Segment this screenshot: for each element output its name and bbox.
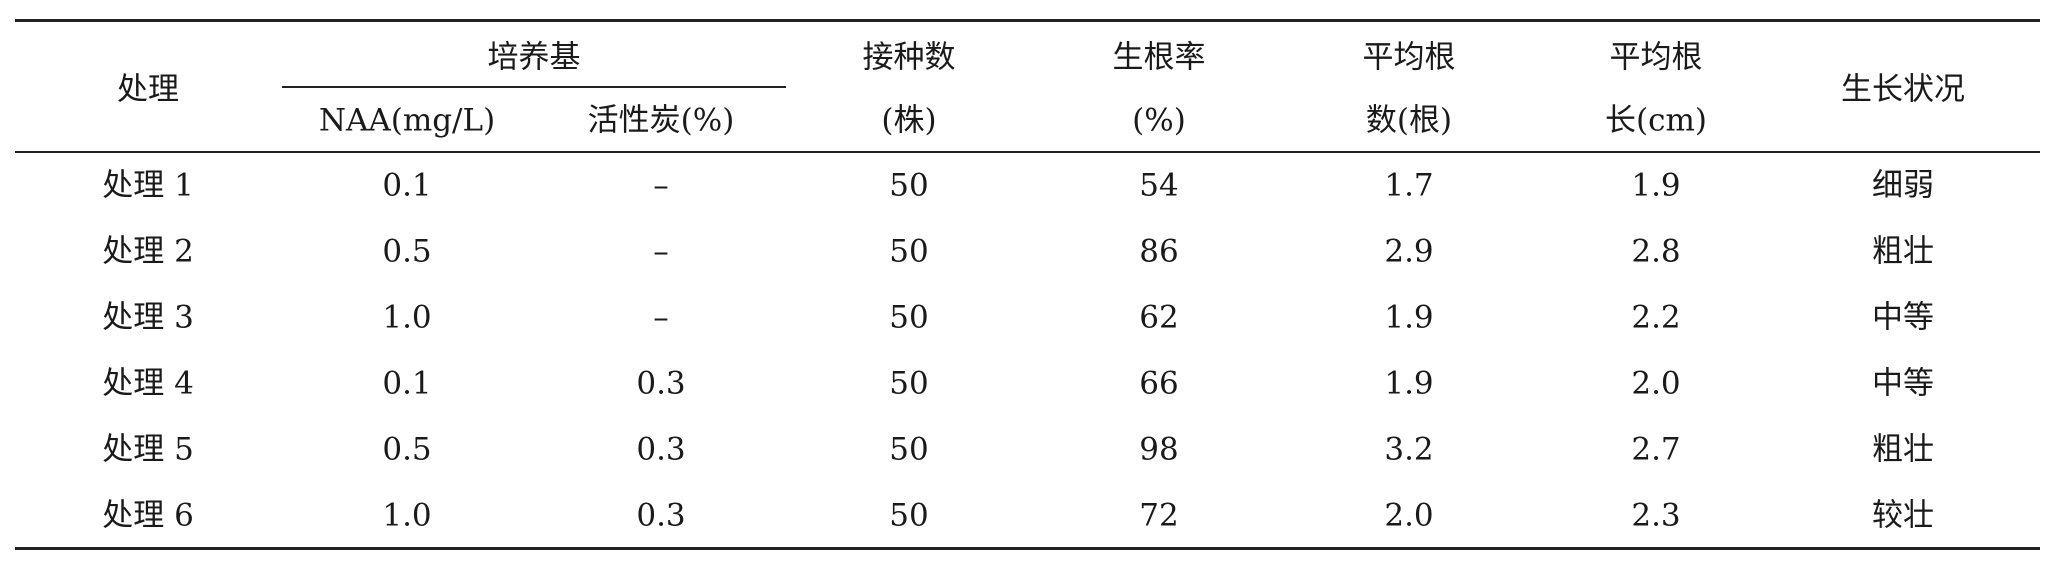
header-root-length-1: 平均根 (1609, 39, 1703, 76)
header-naa: NAA(mg/L) (318, 102, 496, 139)
cell-treatment: 处理 2 (102, 233, 194, 270)
cell-treatment: 处理 5 (102, 431, 194, 468)
cell-charcoal: – (653, 167, 669, 204)
cell-root-length: 1.9 (1631, 167, 1681, 204)
cell-root-length: 2.0 (1631, 365, 1681, 402)
cell-growth: 细弱 (1872, 167, 1934, 204)
cell-root-length: 2.7 (1631, 431, 1681, 468)
header-medium-group: 培养基 (487, 39, 581, 76)
cell-root-number: 1.9 (1384, 299, 1434, 336)
cell-rooting-rate: 54 (1139, 167, 1179, 204)
header-root-number-1: 平均根 (1362, 39, 1456, 76)
cell-rooting-rate: 86 (1139, 233, 1179, 270)
cell-root-number: 3.2 (1384, 431, 1434, 468)
cell-charcoal: – (653, 233, 669, 270)
header-root-length-2: 长(cm) (1605, 102, 1707, 139)
cell-root-length: 2.3 (1631, 497, 1681, 534)
cell-inoculated: 50 (889, 167, 929, 204)
header-root-number-2: 数(根) (1365, 102, 1453, 139)
cell-inoculated: 50 (889, 497, 929, 534)
cell-naa: 0.5 (382, 233, 432, 270)
cell-rooting-rate: 66 (1139, 365, 1179, 402)
cell-rooting-rate: 62 (1139, 299, 1179, 336)
cell-root-length: 2.2 (1631, 299, 1681, 336)
header-growth: 生长状况 (1841, 71, 1965, 108)
header-charcoal: 活性炭(%) (587, 102, 735, 139)
cell-charcoal: 0.3 (636, 497, 686, 534)
header-inoculated-2: (株) (881, 102, 937, 139)
cell-root-number: 2.0 (1384, 497, 1434, 534)
cell-naa: 1.0 (382, 299, 432, 336)
cell-growth: 较壮 (1872, 497, 1934, 534)
cell-growth: 中等 (1872, 365, 1934, 402)
cell-naa: 0.5 (382, 431, 432, 468)
cell-inoculated: 50 (889, 431, 929, 468)
cell-treatment: 处理 4 (102, 365, 194, 402)
header-rule (15, 151, 2040, 153)
header-rooting-rate-1: 生根率 (1112, 39, 1206, 76)
cell-root-number: 1.7 (1384, 167, 1434, 204)
cell-inoculated: 50 (889, 233, 929, 270)
cell-rooting-rate: 98 (1139, 431, 1179, 468)
top-rule (15, 19, 2040, 22)
header-treatment: 处理 (117, 71, 179, 108)
cell-treatment: 处理 6 (102, 497, 194, 534)
cell-inoculated: 50 (889, 299, 929, 336)
cell-growth: 中等 (1872, 299, 1934, 336)
medium-group-rule (282, 86, 786, 88)
cell-charcoal: 0.3 (636, 431, 686, 468)
header-rooting-rate-2: (%) (1132, 102, 1186, 139)
cell-root-length: 2.8 (1631, 233, 1681, 270)
cell-treatment: 处理 3 (102, 299, 194, 336)
cell-rooting-rate: 72 (1139, 497, 1179, 534)
cell-root-number: 2.9 (1384, 233, 1434, 270)
cell-treatment: 处理 1 (102, 167, 194, 204)
cell-growth: 粗壮 (1872, 233, 1934, 270)
header-inoculated-1: 接种数 (862, 39, 956, 76)
cell-naa: 0.1 (382, 167, 432, 204)
cell-root-number: 1.9 (1384, 365, 1434, 402)
cell-charcoal: – (653, 299, 669, 336)
cell-growth: 粗壮 (1872, 431, 1934, 468)
cell-inoculated: 50 (889, 365, 929, 402)
cell-naa: 1.0 (382, 497, 432, 534)
bottom-rule (15, 547, 2040, 550)
cell-naa: 0.1 (382, 365, 432, 402)
cell-charcoal: 0.3 (636, 365, 686, 402)
